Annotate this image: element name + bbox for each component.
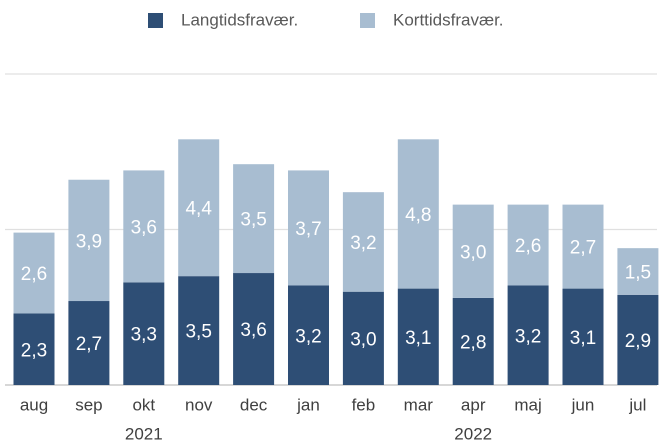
value-label: 3,9 bbox=[76, 231, 102, 252]
value-label: 3,6 bbox=[240, 320, 266, 341]
bar-segment bbox=[507, 285, 549, 385]
bar-segment bbox=[68, 301, 110, 385]
value-label: 2,9 bbox=[625, 331, 651, 352]
bar-segment bbox=[123, 282, 165, 385]
x-group-label: 2022 bbox=[454, 424, 492, 443]
x-tick-label: jun bbox=[571, 395, 595, 414]
bar-segment bbox=[178, 139, 220, 277]
value-label: 3,2 bbox=[295, 326, 321, 347]
value-label: 2,6 bbox=[21, 264, 47, 285]
value-label: 3,3 bbox=[131, 325, 157, 346]
value-label: 4,4 bbox=[185, 199, 212, 220]
value-label: 3,1 bbox=[570, 328, 596, 349]
x-tick-label: dec bbox=[240, 395, 268, 414]
x-tick-label: apr bbox=[461, 395, 486, 414]
bar-segment bbox=[288, 170, 329, 286]
bar-segment bbox=[68, 179, 110, 302]
bar-segment bbox=[123, 170, 165, 283]
x-tick-label: jan bbox=[296, 395, 320, 414]
legend-label: Langtidsfravær. bbox=[181, 10, 298, 29]
legend-swatch bbox=[148, 13, 163, 28]
bar-segment bbox=[617, 294, 659, 385]
value-label: 3,7 bbox=[295, 219, 321, 240]
value-label: 1,5 bbox=[625, 263, 651, 284]
bar-segment bbox=[452, 204, 494, 298]
bar-segment bbox=[13, 232, 55, 314]
x-tick-label: mar bbox=[404, 395, 434, 414]
value-label: 2,7 bbox=[570, 238, 596, 259]
value-label: 2,3 bbox=[21, 340, 47, 361]
bar-segment bbox=[507, 204, 549, 286]
bar-segment bbox=[13, 313, 55, 385]
bar-segment bbox=[342, 291, 384, 385]
value-label: 3,2 bbox=[515, 326, 541, 347]
x-tick-label: jul bbox=[628, 395, 646, 414]
bar-segment bbox=[397, 288, 439, 385]
value-label: 4,8 bbox=[405, 205, 431, 226]
x-tick-label: aug bbox=[20, 395, 48, 414]
value-label: 3,5 bbox=[185, 322, 211, 343]
value-label: 2,7 bbox=[76, 334, 102, 355]
x-tick-label: sep bbox=[75, 395, 102, 414]
bar-segment bbox=[452, 297, 494, 385]
x-tick-label: feb bbox=[352, 395, 376, 414]
value-label: 3,0 bbox=[460, 242, 486, 263]
value-label: 3,5 bbox=[240, 210, 266, 231]
value-label: 3,6 bbox=[131, 217, 157, 238]
value-label: 3,2 bbox=[350, 233, 376, 254]
x-tick-label: okt bbox=[132, 395, 155, 414]
bar-segment bbox=[397, 139, 439, 289]
bar-segment bbox=[617, 248, 659, 295]
value-label: 2,8 bbox=[460, 332, 486, 353]
value-label: 3,1 bbox=[405, 328, 431, 349]
legend-swatch bbox=[360, 13, 375, 28]
value-label: 2,6 bbox=[515, 236, 541, 257]
bar-segment bbox=[562, 204, 604, 289]
bar-segment bbox=[178, 276, 220, 385]
legend-label: Korttidsfravær. bbox=[393, 10, 504, 29]
x-tick-label: nov bbox=[185, 395, 213, 414]
bar-segment bbox=[233, 164, 275, 274]
value-label: 3,0 bbox=[350, 329, 376, 350]
x-group-label: 2021 bbox=[125, 424, 163, 443]
bar-segment bbox=[342, 192, 384, 292]
bar-segment bbox=[233, 273, 275, 385]
x-tick-label: maj bbox=[514, 395, 541, 414]
bar-segment bbox=[288, 285, 329, 385]
bar-segment bbox=[562, 288, 604, 385]
